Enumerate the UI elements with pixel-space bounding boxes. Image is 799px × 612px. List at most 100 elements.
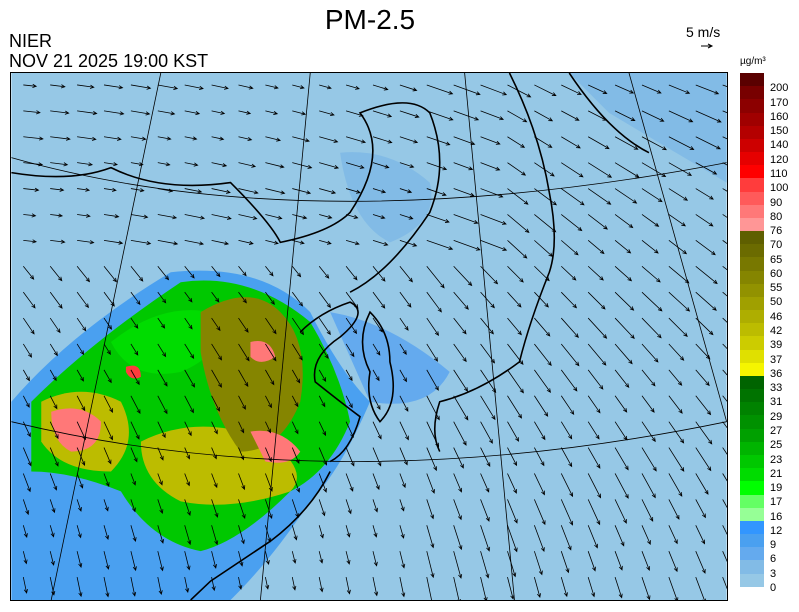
wind-arrow xyxy=(480,551,490,579)
wind-arrow xyxy=(345,577,351,595)
wind-arrow xyxy=(319,110,335,117)
wind-arrow xyxy=(130,499,136,513)
wind-arrow xyxy=(130,84,152,90)
wind-arrow xyxy=(76,499,82,512)
wind-arrow xyxy=(157,291,167,304)
wind-arrow xyxy=(291,551,297,564)
legend-label: 0 xyxy=(770,582,777,594)
wind-arrow xyxy=(238,421,245,434)
wind-arrow xyxy=(291,291,304,307)
legend-swatch xyxy=(740,217,764,232)
wind-arrow xyxy=(587,110,608,121)
wind-arrow xyxy=(480,421,493,444)
wind-arrow xyxy=(480,291,495,309)
wind-arrow xyxy=(318,369,327,382)
wind-arrow xyxy=(453,214,479,224)
wind-arrow xyxy=(453,551,463,579)
wind-arrow xyxy=(49,395,58,410)
wind-arrow xyxy=(614,188,638,204)
wind-arrow xyxy=(77,239,95,245)
wind-arrow xyxy=(318,473,327,493)
legend-label: 100 xyxy=(770,182,789,195)
wind-arrow xyxy=(238,395,246,410)
wind-arrow xyxy=(130,577,137,597)
legend-label: 120 xyxy=(770,153,789,166)
wind-arrow xyxy=(130,421,140,440)
wind-arrow xyxy=(614,551,623,571)
wind-arrow xyxy=(23,266,35,280)
legend-swatch xyxy=(740,231,764,245)
wind-arrow xyxy=(695,240,716,256)
wind-arrow xyxy=(184,239,205,246)
wind-arrow xyxy=(399,499,405,512)
wind-arrow xyxy=(695,525,705,545)
wind-arrow xyxy=(641,525,651,545)
wind-arrow xyxy=(49,369,57,382)
wind-arrow xyxy=(668,265,690,284)
wind-arrow xyxy=(22,525,28,539)
wind-arrow xyxy=(103,499,109,512)
wind-arrow xyxy=(560,265,577,281)
wind-arrow xyxy=(211,525,219,546)
wind-arrow xyxy=(453,136,476,146)
wind-arrow xyxy=(157,525,164,544)
legend-label: 37 xyxy=(770,353,783,366)
wind-arrow xyxy=(560,317,579,338)
wind-arrow xyxy=(157,369,168,387)
wind-arrow xyxy=(614,499,627,524)
wind-arrow xyxy=(668,525,678,545)
legend-label: 17 xyxy=(770,496,783,509)
wind-arrow xyxy=(399,266,413,283)
wind-arrow xyxy=(426,317,440,337)
wind-arrow xyxy=(480,110,505,121)
wind-arrow xyxy=(507,110,528,123)
wind-arrow xyxy=(426,266,445,289)
wind-arrow xyxy=(184,317,193,330)
legend-label: 160 xyxy=(770,110,789,123)
wind-arrow xyxy=(587,499,601,526)
pm25-map[interactable] xyxy=(10,72,728,601)
legend-swatch xyxy=(740,138,764,153)
legend-swatch xyxy=(740,560,764,574)
wind-arrow xyxy=(345,291,359,309)
wind-arrow xyxy=(265,525,272,543)
wind-arrow xyxy=(76,369,84,382)
wind-arrow xyxy=(507,84,532,98)
wind-arrow xyxy=(561,84,582,95)
wind-arrow xyxy=(641,343,659,363)
wind-arrow xyxy=(265,421,271,434)
wind-arrow xyxy=(157,188,174,193)
wind-arrow xyxy=(76,317,87,332)
wind-arrow xyxy=(507,188,529,205)
wind-arrow xyxy=(211,421,218,435)
wind-arrow xyxy=(372,525,378,538)
wind-arrow xyxy=(722,447,727,455)
wind-arrow xyxy=(695,395,712,416)
legend-label: 21 xyxy=(770,467,783,480)
wind-arrow xyxy=(77,187,91,192)
wind-arrow xyxy=(507,576,515,600)
wind-arrow xyxy=(426,239,454,251)
wind-arrow xyxy=(76,473,84,489)
wind-arrow xyxy=(184,499,191,517)
legend-label: 42 xyxy=(770,325,783,337)
wind-arrow xyxy=(587,240,605,255)
wind-arrow xyxy=(426,551,435,579)
wind-arrow xyxy=(103,110,125,116)
wind-arrow xyxy=(722,317,727,323)
wind-arrow xyxy=(49,577,56,596)
wind-arrow xyxy=(560,499,574,526)
wind-arrow xyxy=(319,136,339,143)
wind-arrow xyxy=(157,214,178,220)
wind-arrow xyxy=(211,369,222,388)
wind-arrow xyxy=(157,162,171,167)
legend-swatch xyxy=(740,468,764,482)
wind-arrow xyxy=(76,266,91,283)
wind-arrow xyxy=(157,84,179,90)
wind-arrow xyxy=(372,499,378,513)
wind-arrow xyxy=(77,84,95,89)
wind-arrow xyxy=(184,473,190,487)
wind-arrow xyxy=(668,136,695,150)
concentration-fields xyxy=(11,73,727,600)
wind-arrow xyxy=(291,395,299,408)
